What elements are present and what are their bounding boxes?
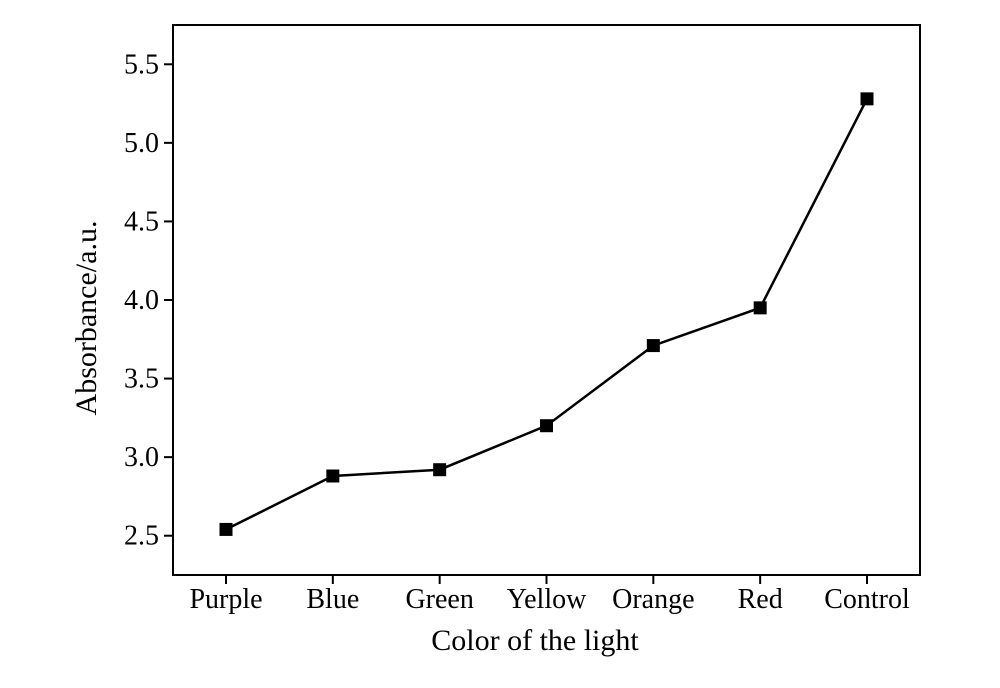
x-axis-title: Color of the light	[431, 624, 639, 657]
x-tick-label: Blue	[306, 584, 359, 615]
y-tick-label: 3.5	[124, 364, 159, 395]
data-point-marker	[326, 469, 340, 483]
y-tick-label: 5.5	[124, 49, 159, 80]
series-layer	[219, 92, 874, 536]
data-point-marker	[646, 339, 660, 353]
y-tick-label: 4.0	[124, 285, 159, 316]
x-axis-ticks: Purple Blue Green Yellow Orange Red Control	[189, 575, 910, 615]
y-axis-title: Absorbance/a.u.	[70, 221, 103, 416]
y-tick-label: 3.0	[124, 442, 159, 473]
series-line	[225, 98, 869, 531]
y-tick-label: 2.5	[124, 521, 159, 552]
x-tick-label: Green	[405, 584, 473, 615]
x-tick-label: Red	[738, 584, 783, 615]
plot-frame	[172, 24, 921, 576]
y-axis-ticks: 2.5 3.0 3.5 4.0 4.5 5.0 5.5	[124, 49, 173, 552]
x-tick-label: Yellow	[507, 584, 587, 615]
data-point-marker	[219, 522, 233, 536]
data-point-marker	[540, 419, 553, 433]
data-point-marker	[433, 463, 447, 477]
data-point-marker	[860, 92, 874, 106]
y-tick-label: 5.0	[124, 128, 159, 159]
x-tick-label: Orange	[612, 584, 694, 615]
x-tick-label: Control	[824, 584, 910, 615]
x-tick-label: Purple	[189, 584, 262, 615]
data-point-marker	[753, 301, 767, 315]
y-tick-label: 4.5	[124, 206, 159, 237]
